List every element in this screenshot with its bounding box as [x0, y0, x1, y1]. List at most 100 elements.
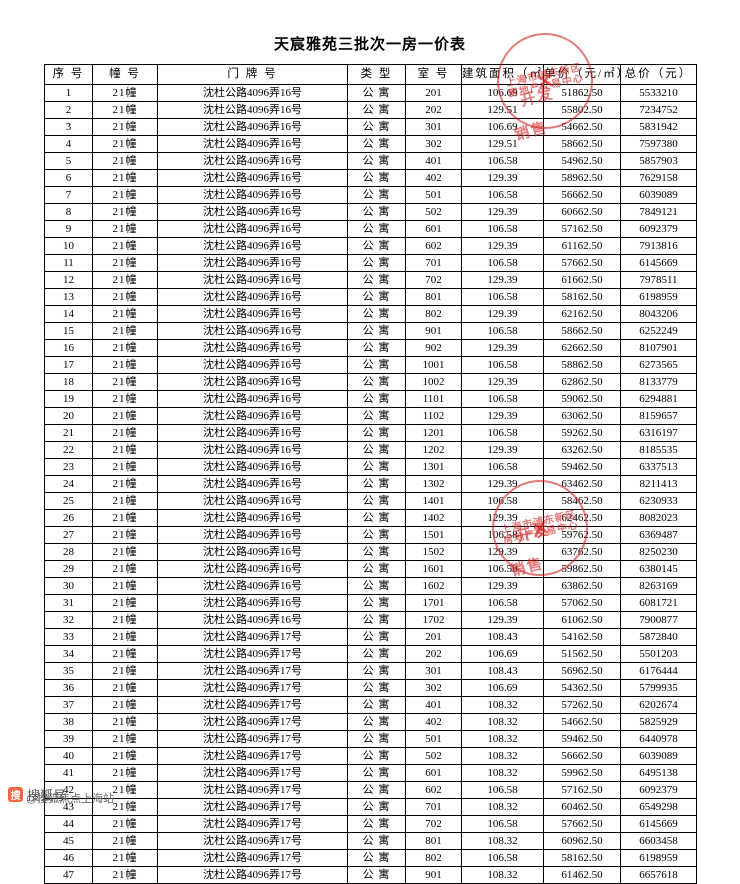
- cell-address: 沈杜公路4096弄17号: [157, 645, 348, 663]
- cell-address: 沈杜公路4096弄16号: [157, 237, 348, 255]
- cell-building: 21幢: [92, 832, 158, 850]
- cell-address: 沈杜公路4096弄16号: [157, 356, 348, 374]
- table-header: 序 号 幢 号 门 牌 号 类 型 室 号 建筑面积（㎡） 单价（元/㎡） 总价…: [44, 64, 697, 85]
- table-row: 43 21幢 沈杜公路4096弄17号公 寓 701 108.32 60462.50 654…: [44, 798, 697, 816]
- cell-room: 401: [405, 152, 462, 170]
- cell-address: 沈杜公路4096弄16号: [157, 526, 348, 544]
- cell-type: 公 寓: [347, 237, 406, 255]
- cell-total-price: 6549298: [620, 798, 697, 816]
- cell-address: 沈杜公路4096弄17号: [157, 764, 348, 782]
- cell-total-price: 8107901: [620, 339, 697, 357]
- cell-building: 21幢: [92, 577, 158, 595]
- cell-total-price: 6145669: [620, 254, 697, 272]
- cell-type: 公 寓: [347, 509, 406, 527]
- cell-address: 沈杜公路4096弄16号: [157, 492, 348, 510]
- cell-unit-price: 59862.50: [543, 560, 621, 578]
- cell-room: 401: [405, 696, 462, 714]
- cell-index: 30: [44, 577, 93, 595]
- cell-total-price: 6252249: [620, 322, 697, 340]
- cell-total-price: 7849121: [620, 203, 697, 221]
- cell-building: 21幢: [92, 424, 158, 442]
- cell-unit-price: 61462.50: [543, 866, 621, 884]
- col-header-area: 建筑面积（㎡）: [461, 64, 544, 85]
- cell-address: 沈杜公路4096弄16号: [157, 271, 348, 289]
- cell-type: 公 寓: [347, 679, 406, 697]
- cell-building: 21幢: [92, 101, 158, 119]
- cell-index: 37: [44, 696, 93, 714]
- table-row: 6 21幢 沈杜公路4096弄16号公 寓 402 129.39 58962.50 7629…: [44, 169, 697, 187]
- cell-address: 沈杜公路4096弄16号: [157, 169, 348, 187]
- cell-area: 129.51: [461, 135, 544, 153]
- cell-address: 沈杜公路4096弄16号: [157, 458, 348, 476]
- table-row: 38 21幢 沈杜公路4096弄17号公 寓 402 108.32 54662.50 582…: [44, 713, 697, 731]
- cell-index: 8: [44, 203, 93, 221]
- cell-unit-price: 63262.50: [543, 441, 621, 459]
- cell-building: 21幢: [92, 662, 158, 680]
- cell-area: 129.39: [461, 203, 544, 221]
- cell-type: 公 寓: [347, 169, 406, 187]
- cell-index: 34: [44, 645, 93, 663]
- cell-building: 21幢: [92, 594, 158, 612]
- cell-unit-price: 60962.50: [543, 832, 621, 850]
- cell-index: 6: [44, 169, 93, 187]
- cell-address: 沈杜公路4096弄16号: [157, 118, 348, 136]
- cell-unit-price: 61162.50: [543, 237, 621, 255]
- cell-building: 21幢: [92, 254, 158, 272]
- cell-unit-price: 62462.50: [543, 509, 621, 527]
- cell-index: 21: [44, 424, 93, 442]
- cell-building: 21幢: [92, 543, 158, 561]
- cell-total-price: 6294881: [620, 390, 697, 408]
- cell-address: 沈杜公路4096弄16号: [157, 101, 348, 119]
- cell-type: 公 寓: [347, 322, 406, 340]
- cell-type: 公 寓: [347, 747, 406, 765]
- cell-unit-price: 51562.50: [543, 645, 621, 663]
- price-table: 序 号 幢 号 门 牌 号 类 型 室 号 建筑面积（㎡） 单价（元/㎡） 总价…: [44, 64, 697, 884]
- cell-total-price: 6657618: [620, 866, 697, 884]
- table-row: 46 21幢 沈杜公路4096弄17号公 寓 802 106.58 58162.50 619…: [44, 849, 697, 867]
- cell-address: 沈杜公路4096弄17号: [157, 662, 348, 680]
- cell-index: 36: [44, 679, 93, 697]
- cell-building: 21幢: [92, 849, 158, 867]
- cell-room: 302: [405, 135, 462, 153]
- cell-area: 106.58: [461, 152, 544, 170]
- cell-index: 45: [44, 832, 93, 850]
- cell-room: 901: [405, 866, 462, 884]
- cell-building: 21幢: [92, 696, 158, 714]
- cell-type: 公 寓: [347, 203, 406, 221]
- watermark-label: 搜狐号: [27, 788, 67, 803]
- cell-area: 108.32: [461, 832, 544, 850]
- table-row: 5 21幢 沈杜公路4096弄16号公 寓 401 106.58 54962.50 5857…: [44, 152, 697, 170]
- cell-building: 21幢: [92, 322, 158, 340]
- cell-index: 28: [44, 543, 93, 561]
- cell-total-price: 8211413: [620, 475, 697, 493]
- cell-building: 21幢: [92, 152, 158, 170]
- cell-unit-price: 61062.50: [543, 611, 621, 629]
- table-row: 8 21幢 沈杜公路4096弄16号公 寓 502 129.39 60662.50 7849…: [44, 203, 697, 221]
- table-row: 36 21幢 沈杜公路4096弄17号公 寓 302 106.69 54362.50 579…: [44, 679, 697, 697]
- cell-unit-price: 58862.50: [543, 356, 621, 374]
- cell-index: 10: [44, 237, 93, 255]
- cell-index: 3: [44, 118, 93, 136]
- cell-area: 129.39: [461, 543, 544, 561]
- cell-area: 106.58: [461, 560, 544, 578]
- cell-address: 沈杜公路4096弄16号: [157, 203, 348, 221]
- cell-type: 公 寓: [347, 594, 406, 612]
- table-row: 13 21幢 沈杜公路4096弄16号公 寓 801 106.58 58162.50 619…: [44, 288, 697, 306]
- cell-room: 1301: [405, 458, 462, 476]
- cell-area: 129.39: [461, 169, 544, 187]
- sohu-logo-icon: 搜: [8, 787, 23, 802]
- cell-address: 沈杜公路4096弄16号: [157, 288, 348, 306]
- cell-room: 1601: [405, 560, 462, 578]
- cell-unit-price: 59462.50: [543, 730, 621, 748]
- cell-room: 702: [405, 271, 462, 289]
- cell-area: 108.32: [461, 696, 544, 714]
- table-row: 23 21幢 沈杜公路4096弄16号公 寓 1301 106.58 59462.50 63…: [44, 458, 697, 476]
- cell-building: 21幢: [92, 560, 158, 578]
- cell-building: 21幢: [92, 526, 158, 544]
- cell-index: 46: [44, 849, 93, 867]
- cell-index: 14: [44, 305, 93, 323]
- cell-address: 沈杜公路4096弄17号: [157, 679, 348, 697]
- cell-unit-price: 60662.50: [543, 203, 621, 221]
- cell-type: 公 寓: [347, 662, 406, 680]
- cell-room: 802: [405, 305, 462, 323]
